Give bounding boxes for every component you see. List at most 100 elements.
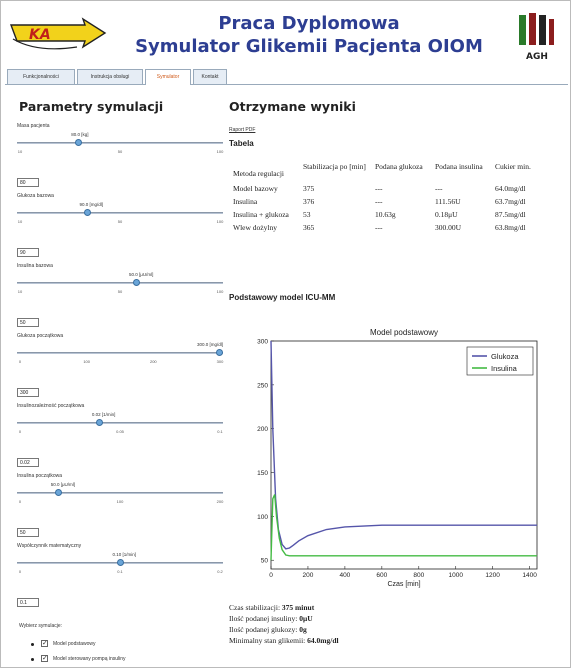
x-tick-label: 400 — [339, 572, 350, 579]
slider-number-input[interactable]: 50 — [17, 528, 39, 537]
slider-ticks: 0 0.1 0.2 — [17, 569, 223, 579]
x-axis-label: Czas [min] — [387, 581, 420, 588]
slider-number-input[interactable]: 80 — [17, 178, 39, 187]
slider-tick-label: 10 — [17, 289, 23, 294]
x-tick-label: 0 — [269, 572, 273, 579]
column-header: Podana glukoza — [375, 162, 423, 171]
slider-track[interactable] — [17, 142, 223, 144]
slider-tick-label: 0 — [18, 569, 22, 574]
summary-line: Czas stabilizacji: 375 minut — [229, 603, 314, 612]
tab-functionalities[interactable]: Funkcjonalności — [7, 69, 75, 84]
slider-thumb[interactable] — [83, 209, 91, 216]
report-pdf-link[interactable]: Raport PDF — [229, 127, 256, 133]
tab-contact[interactable]: Kontakt — [193, 69, 227, 84]
slider-track[interactable] — [17, 352, 223, 354]
summary-value: 64.0mg/dl — [307, 636, 339, 645]
slider-ticks: 0 0.05 0.1 — [17, 429, 223, 439]
slider-label: Glukoza bazowa — [17, 193, 54, 199]
summary-value: 375 minut — [281, 603, 315, 612]
basic-model-checkbox[interactable]: ✓ — [41, 640, 48, 647]
slider-label: Insulinozależność początkowa — [17, 403, 85, 409]
slider-track[interactable] — [17, 212, 223, 214]
legend-label: Insulina — [491, 364, 518, 373]
slider-group: Insulina początkowa 50.0 [μU/ml] 0 100 200 50 — [17, 473, 223, 539]
slider-label: Masa pacjenta — [17, 123, 50, 129]
y-tick-label: 300 — [257, 339, 268, 346]
slider-tick-label: 0.1 — [217, 429, 223, 434]
slider-thumb[interactable] — [216, 349, 223, 356]
summary-value: 0g — [299, 625, 307, 634]
slider-tick-label: 300 — [216, 359, 224, 364]
table-cell: Insulina — [233, 197, 258, 206]
table-cell: 0.18μU — [435, 210, 458, 219]
summary-label: Ilość podanej glukozy: — [229, 625, 298, 634]
slider-number-input[interactable]: 300 — [17, 388, 39, 397]
table-cell: 10.63g — [375, 210, 396, 219]
table-cell: 300.00U — [435, 223, 462, 232]
table-cell: --- — [375, 223, 383, 232]
slider-ticks: 10 50 100 — [17, 219, 224, 229]
slider-track[interactable] — [17, 422, 223, 424]
page-header: KA Praca Dyplomowa Symulator Glikemii Pa… — [1, 1, 571, 67]
slider-value: 90.0 [mg/dl] — [79, 202, 104, 207]
slider-tick-label: 100 — [216, 149, 224, 154]
params-title: Parametry symulacji — [19, 99, 164, 114]
pump-model-label: Model sterowany pompą insuliny — [53, 656, 126, 662]
table-cell: 63.8mg/dl — [495, 223, 526, 232]
y-tick-label: 250 — [257, 382, 268, 389]
slider-tick-label: 100 — [216, 289, 224, 294]
tab-bar: Funkcjonalności Instrukcja obsługi Symul… — [5, 69, 568, 85]
ka-logo-text: KA — [29, 27, 51, 43]
tab-simulator[interactable]: Symulator — [145, 69, 191, 85]
slider-thumb[interactable] — [95, 419, 103, 426]
plot-area — [270, 340, 538, 570]
model-title: Podstawowy model ICU-MM — [229, 293, 336, 302]
table-cell: 365 — [303, 223, 315, 232]
x-tick-label: 1000 — [448, 572, 463, 579]
table-cell: 53 — [303, 210, 311, 219]
y-tick-label: 200 — [257, 426, 268, 433]
slider-tick-label: 200 — [216, 499, 224, 504]
slider-tick-label: 0.05 — [116, 429, 124, 434]
slider-track[interactable] — [17, 282, 223, 284]
x-tick-label: 800 — [413, 572, 424, 579]
slider-tick-label: 100 — [116, 499, 124, 504]
slider-value: 0.02 [1/min] — [91, 412, 116, 417]
slider-value: 0.10 [1/min] — [112, 552, 137, 557]
column-header: Stabilizacja po [min] — [303, 162, 366, 171]
slider-number-input[interactable]: 0.02 — [17, 458, 39, 467]
slider-number-input[interactable]: 50 — [17, 318, 39, 327]
summary-line: Minimalny stan glikemii: 64.0mg/dl — [229, 636, 339, 645]
table-cell: 63.7mg/dl — [495, 197, 526, 206]
results-table: Metoda regulacji Stabilizacja po [min] P… — [229, 161, 547, 234]
legend-box — [466, 346, 534, 376]
tab-instructions[interactable]: Instrukcja obsługi — [77, 69, 143, 84]
table-row: Insulina 376 --- 111.56U 63.7mg/dl — [229, 195, 547, 208]
x-tick-label: 200 — [303, 572, 314, 579]
slider-thumb[interactable] — [116, 559, 124, 566]
column-header: Podana insulina — [435, 162, 483, 171]
slider-tick-label: 0 — [18, 429, 22, 434]
options-label: Wybierz symulacje: — [19, 623, 63, 629]
page-subtitle: Symulator Glikemii Pacjenta OIOM — [135, 36, 483, 57]
bullet-icon — [31, 643, 34, 646]
slider-number-input[interactable]: 0.1 — [17, 598, 39, 607]
pump-model-checkbox[interactable]: ✓ — [41, 655, 48, 662]
slider-label: Insulina bazowa — [17, 263, 53, 269]
x-tick-label: 1200 — [485, 572, 500, 579]
summary-value: 0μU — [299, 614, 313, 623]
page-title: Praca Dyplomowa — [218, 13, 400, 34]
slider-track[interactable] — [17, 492, 223, 494]
table-row: Wlew dożylny 365 --- 300.00U 63.8mg/dl — [229, 221, 547, 234]
slider-label: Glukoza początkowa — [17, 333, 64, 339]
summary-label: Ilość podanej insuliny: — [229, 614, 298, 623]
table-row: Insulina + glukoza 53 10.63g 0.18μU 87.5mg/d… — [229, 208, 547, 221]
slider-thumb[interactable] — [132, 279, 140, 286]
slider-ticks: 0 100 200 — [17, 499, 223, 509]
slider-tick-label: 50 — [117, 219, 123, 224]
results-title: Otrzymane wyniki — [229, 99, 356, 114]
slider-thumb[interactable] — [75, 139, 83, 146]
column-header: Metoda regulacji — [233, 169, 285, 178]
slider-number-input[interactable]: 90 — [17, 248, 39, 257]
slider-thumb[interactable] — [54, 489, 62, 496]
